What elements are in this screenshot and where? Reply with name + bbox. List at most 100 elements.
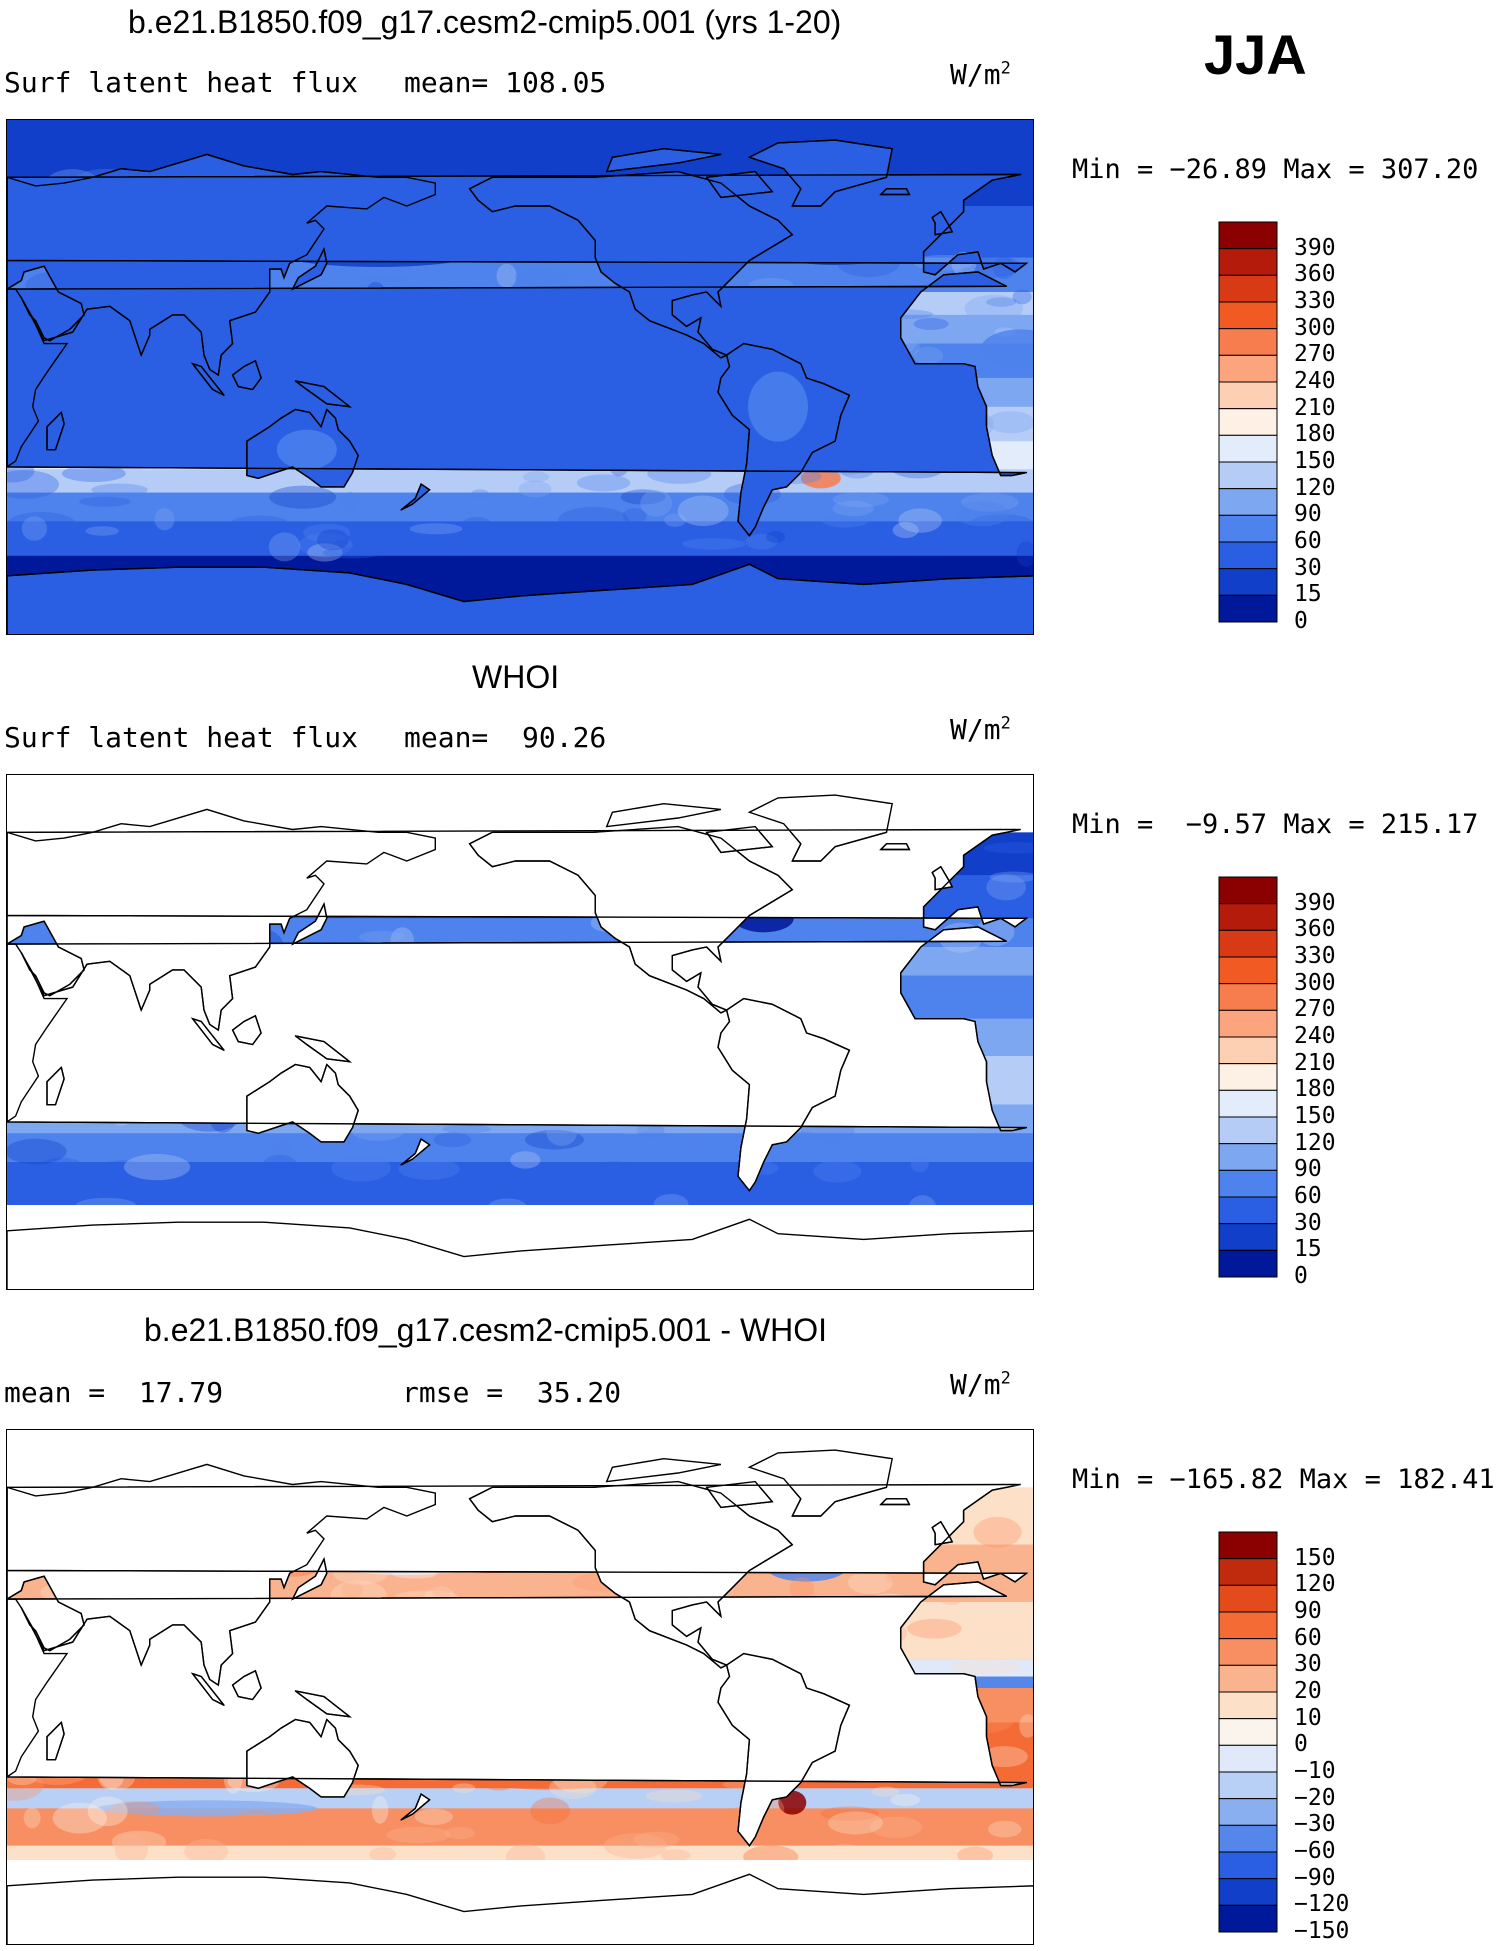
- flux-texture: [21, 516, 48, 541]
- colorbar-box: [1218, 568, 1278, 596]
- coastline-nz: [400, 1793, 431, 1821]
- map-difference: [6, 1429, 1034, 1945]
- flux-texture: [91, 483, 148, 497]
- flux-texture: [301, 1849, 342, 1861]
- colorbar-box: [1218, 956, 1278, 985]
- flux-texture: [576, 474, 631, 492]
- colorbar-tick-label: 15: [1294, 581, 1322, 608]
- panel-title: b.e21.B1850.f09_g17.cesm2-cmip5.001 - WH…: [144, 1312, 828, 1348]
- flux-texture: [41, 1157, 83, 1174]
- flux-texture: [398, 1158, 460, 1180]
- flux-texture: [444, 1827, 475, 1840]
- colorbar-tick-label: 90: [1294, 1156, 1322, 1183]
- flux-texture: [269, 485, 337, 509]
- flux-texture: [980, 1746, 1028, 1768]
- colorbar-box: [1218, 1718, 1278, 1746]
- flux-texture: [518, 480, 552, 498]
- colorbar-box: [1218, 248, 1278, 276]
- panel-subtitle-left: mean = 17.79: [4, 1376, 224, 1409]
- flux-texture: [195, 530, 253, 548]
- flux-texture: [399, 1574, 443, 1593]
- colorbar-box: [1218, 1904, 1278, 1933]
- flux-texture: [582, 1161, 643, 1188]
- colorbar-tick-label: 330: [1294, 943, 1336, 969]
- colorbar-box: [1218, 1878, 1278, 1906]
- flux-texture: [986, 411, 1033, 434]
- units-label: W/m2: [950, 58, 1011, 91]
- flux-texture: [522, 471, 550, 483]
- colorbar-box: [1218, 328, 1278, 356]
- flux-texture: [442, 1124, 492, 1134]
- flux-texture: [682, 538, 746, 550]
- colorbar-box: [1218, 488, 1278, 516]
- flux-texture: [99, 1169, 132, 1186]
- coastline-australia: [246, 1718, 359, 1798]
- flux-texture: [986, 297, 1017, 307]
- flux-texture: [813, 1160, 862, 1183]
- flux-texture: [85, 526, 120, 536]
- flux-texture: [61, 465, 126, 482]
- colorbar-box: [1218, 1611, 1278, 1640]
- flux-band: [7, 521, 1033, 556]
- colorbar-box: [1218, 1143, 1278, 1171]
- coastline-samerica: [717, 342, 851, 537]
- colorbar-tick-label: 90: [1294, 501, 1322, 528]
- coastline-greenland: [747, 1449, 894, 1517]
- flux-band: [7, 492, 1033, 522]
- flux-texture: [766, 1179, 824, 1201]
- flux-texture: [989, 871, 1033, 883]
- flux-texture: [949, 1660, 1021, 1675]
- colorbar-box: [1218, 1531, 1278, 1560]
- flux-texture: [514, 268, 567, 286]
- colorbar-tick-label: 60: [1294, 1183, 1322, 1209]
- no-data-south: [7, 1205, 1033, 1289]
- colorbar-tick-label: 30: [1294, 554, 1322, 581]
- colorbar-tick-label: 270: [1294, 996, 1336, 1023]
- colorbar-box: [1218, 408, 1278, 436]
- colorbar-box: [1218, 274, 1278, 303]
- flux-texture: [510, 1151, 541, 1169]
- coastline-japan: [291, 901, 328, 946]
- flux-texture: [322, 547, 382, 559]
- colorbar-box: [1218, 1691, 1278, 1720]
- coastline-afrWest: [7, 271, 1027, 477]
- min-max-label: Min = −9.57 Max = 215.17: [1072, 809, 1479, 840]
- flux-texture: [331, 1154, 392, 1182]
- flux-texture: [431, 1570, 451, 1603]
- flux-texture: [7, 511, 78, 540]
- land-flux-patch: [276, 429, 337, 470]
- colorbar-box: [1218, 1638, 1278, 1666]
- flux-texture: [437, 1569, 475, 1586]
- colorbar-box: [1218, 514, 1278, 543]
- flux-texture: [957, 1846, 993, 1865]
- colorbar-tick-label: 90: [1294, 1598, 1322, 1624]
- colorbar-box: [1218, 461, 1278, 490]
- colorbar-tick-label: 330: [1294, 288, 1336, 314]
- flux-texture: [969, 514, 1033, 533]
- flux-texture: [622, 508, 647, 524]
- coastline-australia: [246, 408, 359, 488]
- flux-texture: [109, 1800, 161, 1818]
- min-max-label: Min = −165.82 Max = 182.41: [1072, 1464, 1495, 1495]
- flux-texture: [603, 1833, 668, 1859]
- coastline-newguinea: [294, 380, 353, 408]
- coastline-afrWest: [7, 926, 1027, 1132]
- units-label: W/m2: [950, 1368, 1011, 1401]
- colorbar-tick-label: 120: [1294, 1129, 1336, 1156]
- colorbar-tick-label: −150: [1294, 1918, 1350, 1944]
- flux-texture: [184, 1838, 229, 1864]
- colorbar-tick-label: −120: [1294, 1891, 1350, 1918]
- flux-texture: [303, 523, 351, 543]
- coastline-iceland: [879, 1498, 911, 1506]
- coastline-nz: [400, 483, 431, 511]
- flux-texture: [983, 842, 1033, 854]
- colorbar-box: [1218, 594, 1278, 623]
- panel-title: b.e21.B1850.f09_g17.cesm2-cmip5.001 (yrs…: [128, 4, 842, 40]
- flux-texture: [433, 1132, 472, 1148]
- flux-texture: [231, 1810, 282, 1837]
- colorbar-tick-label: −10: [1294, 1758, 1336, 1784]
- flux-texture: [869, 1816, 923, 1838]
- coastline-iceland: [879, 188, 911, 196]
- flux-texture: [633, 1831, 680, 1848]
- flux-texture: [910, 1156, 929, 1173]
